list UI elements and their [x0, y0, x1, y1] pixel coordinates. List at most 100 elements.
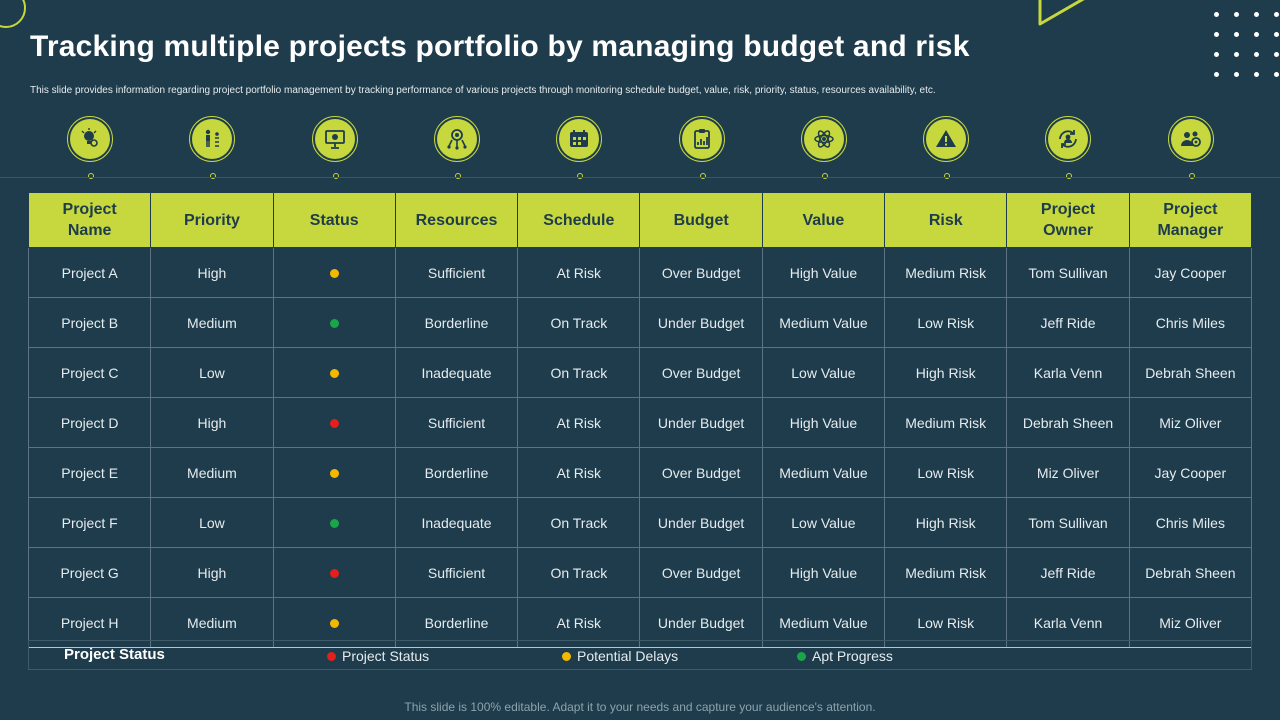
- cell-value: High Value: [761, 547, 886, 598]
- red-dot-icon: [327, 652, 336, 661]
- cell-priority: Medium: [150, 297, 274, 348]
- cell-status: [272, 547, 396, 598]
- cell-value: High Value: [761, 247, 886, 298]
- cell-schedule: At Risk: [517, 397, 641, 448]
- decorative-dot: [1254, 32, 1259, 37]
- decorative-dot: [1234, 12, 1239, 17]
- cell-schedule: At Risk: [517, 447, 641, 498]
- table-header-row: Project Name Priority Status Resources Schedu…: [27, 192, 1253, 248]
- decorative-dot: [1274, 52, 1279, 57]
- cell-value: Low Value: [761, 347, 886, 398]
- cell-name: Project E: [27, 447, 152, 498]
- atom-icon: [800, 116, 847, 162]
- column-icon-slot: [641, 112, 763, 182]
- green-dot-icon: [797, 652, 806, 661]
- yellow-dot-icon: [562, 652, 571, 661]
- cell-budget: Under Budget: [639, 597, 763, 648]
- cell-budget: Over Budget: [639, 547, 763, 598]
- cell-owner: Miz Oliver: [1006, 447, 1130, 498]
- yellow-status-dot-icon: [329, 369, 339, 379]
- table-row: Project D High Sufficient At Risk Under Budg…: [27, 397, 1253, 448]
- cell-risk: High Risk: [884, 347, 1008, 398]
- cell-value: Medium Value: [761, 297, 886, 348]
- column-icon-slot: [396, 112, 518, 182]
- cell-status: [272, 447, 396, 498]
- cell-name: Project G: [27, 547, 152, 598]
- connector-dot: [821, 173, 828, 179]
- column-icon-slot: [763, 112, 885, 182]
- cell-status: [272, 297, 396, 348]
- cell-priority: High: [150, 397, 274, 448]
- decorative-dot: [1234, 52, 1239, 57]
- cell-owner: Karla Venn: [1006, 347, 1130, 398]
- column-header: Schedule: [517, 192, 641, 248]
- column-header: Resources: [394, 192, 519, 248]
- column-header: Risk: [884, 192, 1008, 248]
- column-icon-slot: [518, 112, 640, 182]
- divider: [0, 177, 1280, 178]
- status-legend: Project Status Project Status Potential …: [28, 640, 1252, 670]
- column-icon-slot: [29, 112, 151, 182]
- cell-schedule: At Risk: [517, 247, 641, 298]
- page-title: Tracking multiple projects portfolio by …: [30, 30, 970, 63]
- cell-schedule: On Track: [517, 497, 641, 548]
- cell-budget: Over Budget: [639, 247, 763, 298]
- connector-dot: [332, 173, 339, 179]
- decorative-dot: [1234, 72, 1239, 77]
- yellow-status-dot-icon: [329, 619, 339, 629]
- cell-risk: Medium Risk: [884, 247, 1008, 298]
- cell-status: [272, 497, 396, 548]
- connector-dot: [1188, 173, 1195, 179]
- cell-risk: Medium Risk: [884, 397, 1008, 448]
- lightbulb-gear-icon: [67, 116, 113, 162]
- table-row: Project B Medium Borderline On Track Under B…: [27, 297, 1253, 348]
- cell-priority: Medium: [150, 597, 274, 648]
- cell-manager: Miz Oliver: [1128, 597, 1253, 648]
- presentation-screen-icon: [311, 116, 358, 162]
- cell-resources: Borderline: [394, 597, 519, 648]
- cell-status: [272, 397, 396, 448]
- cell-schedule: On Track: [517, 547, 641, 598]
- cell-owner: Jeff Ride: [1006, 297, 1130, 348]
- cell-manager: Chris Miles: [1128, 497, 1253, 548]
- cell-owner: Tom Sullivan: [1006, 247, 1130, 298]
- cell-name: Project F: [27, 497, 152, 548]
- warning-icon: [923, 116, 970, 162]
- cell-resources: Inadequate: [394, 497, 519, 548]
- green-status-dot-icon: [329, 319, 339, 329]
- cell-name: Project D: [27, 397, 152, 448]
- cell-value: Low Value: [761, 497, 886, 548]
- cell-schedule: On Track: [517, 347, 641, 398]
- decorative-dot: [1214, 32, 1219, 37]
- table-row: Project F Low Inadequate On Track Under Budg…: [27, 497, 1253, 548]
- legend-item-label: Potential Delays: [577, 648, 679, 664]
- cell-priority: Medium: [150, 447, 274, 498]
- column-icon-slot: [885, 112, 1007, 182]
- target-network-icon: [433, 116, 480, 162]
- cell-resources: Sufficient: [394, 247, 519, 298]
- decorative-circle: [0, 0, 26, 28]
- table-row: Project A High Sufficient At Risk Over Budge…: [27, 247, 1253, 298]
- column-header: Budget: [639, 192, 763, 248]
- cell-manager: Miz Oliver: [1128, 397, 1253, 448]
- cell-value: Medium Value: [761, 597, 886, 648]
- connector-dot: [699, 173, 706, 179]
- cell-priority: Low: [150, 497, 274, 548]
- cell-name: Project B: [27, 297, 152, 348]
- table-body: Project A High Sufficient At Risk Over Budge…: [27, 247, 1253, 648]
- cell-schedule: At Risk: [517, 597, 641, 648]
- column-header: Priority: [150, 192, 274, 248]
- legend-item-yellow: Potential Delays: [562, 648, 678, 664]
- cell-name: Project C: [27, 347, 152, 398]
- legend-item-green: Apt Progress: [797, 648, 893, 664]
- page-subtitle: This slide provides information regardin…: [30, 85, 936, 96]
- cell-resources: Borderline: [394, 297, 519, 348]
- cell-status: [272, 347, 396, 398]
- decorative-dot-grid: [1212, 10, 1280, 84]
- table-row: Project E Medium Borderline At Risk Over Bud…: [27, 447, 1253, 498]
- cell-risk: Medium Risk: [884, 547, 1008, 598]
- cell-status: [272, 247, 396, 298]
- cell-name: Project H: [27, 597, 152, 648]
- cell-manager: Jay Cooper: [1128, 247, 1253, 298]
- connector-dot: [454, 173, 461, 179]
